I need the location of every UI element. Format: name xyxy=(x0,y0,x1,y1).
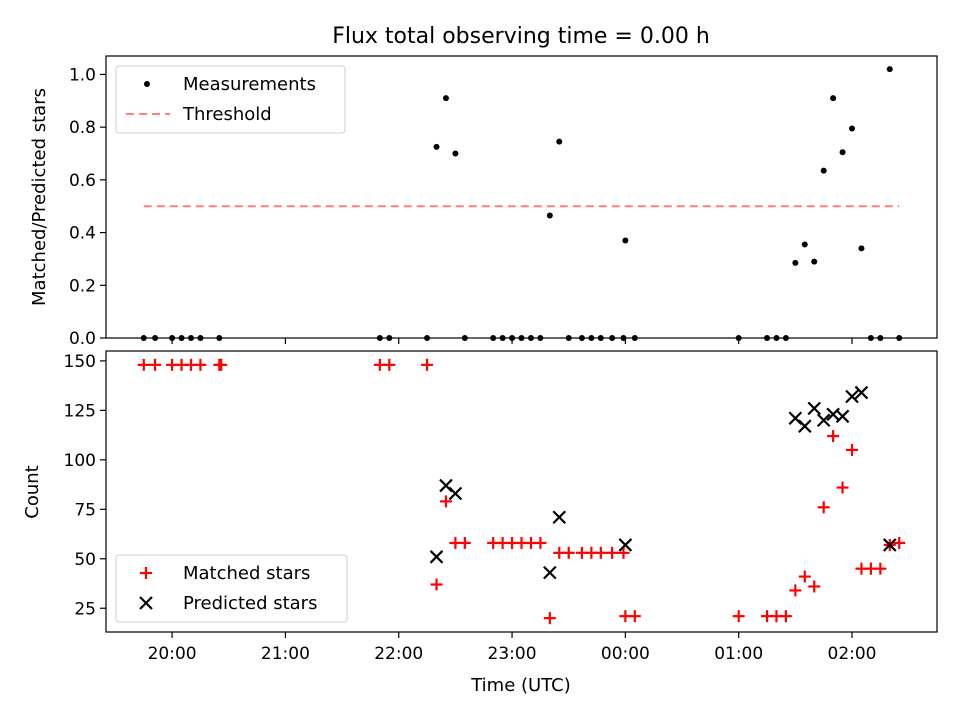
bottom-legend-box xyxy=(115,554,348,623)
bottom-legend: Matched stars Predicted stars xyxy=(115,554,348,623)
legend-measurements-marker xyxy=(144,81,150,87)
x-tick-label: 01:00 xyxy=(714,644,763,664)
measurement-point xyxy=(849,125,856,132)
y-tick-label: 125 xyxy=(64,401,96,421)
matched-star-point xyxy=(628,610,641,623)
matched-star-point xyxy=(617,546,630,559)
measurement-points xyxy=(140,66,903,341)
y-tick-label: 75 xyxy=(74,500,96,520)
bottom-panel: 25 50 75 100 125 150 20:00 21:00 22:00 23:00 00:0… xyxy=(22,350,938,696)
y-tick-label: 100 xyxy=(64,451,96,471)
measurement-point xyxy=(811,258,818,265)
measurement-point xyxy=(556,138,563,145)
matched-star-point xyxy=(789,584,802,597)
measurement-point xyxy=(622,237,629,244)
predicted-star-point xyxy=(618,538,633,552)
x-tick-label: 02:00 xyxy=(828,644,877,664)
top-panel: 0.0 0.2 0.4 0.6 0.8 1.0 Matched/Predicted sta… xyxy=(29,55,938,349)
matched-star-point xyxy=(421,358,434,371)
y-tick-label: 0.0 xyxy=(69,329,96,349)
y-tick-label: 0.4 xyxy=(69,224,96,244)
x-tick-label: 20:00 xyxy=(148,644,197,664)
x-tick-label: 22:00 xyxy=(374,644,423,664)
matched-star-point xyxy=(194,358,207,371)
predicted-star-point xyxy=(429,550,444,564)
measurement-point xyxy=(442,95,449,102)
matched-star-point xyxy=(430,578,443,591)
bottom-x-axis: 20:00 21:00 22:00 23:00 00:00 01:00 02:00 xyxy=(148,632,877,664)
matched-star-point xyxy=(534,536,547,549)
x-tick-label: 21:00 xyxy=(261,644,310,664)
matched-star-point xyxy=(732,610,745,623)
matched-star-point xyxy=(137,358,150,371)
y-tick-label: 25 xyxy=(74,599,96,619)
predicted-star-point xyxy=(448,486,463,501)
matched-star-point xyxy=(836,481,849,494)
measurement-point xyxy=(792,259,799,266)
predicted-star-point xyxy=(552,510,567,525)
matched-star-point xyxy=(562,546,575,559)
top-plot-frame xyxy=(105,55,938,339)
measurement-point xyxy=(858,245,865,252)
legend-matched-label: Matched stars xyxy=(183,563,310,584)
y-tick-label: 150 xyxy=(64,352,96,372)
predicted-star-point xyxy=(854,385,869,400)
measurement-point xyxy=(820,167,827,174)
measurement-point xyxy=(839,149,846,156)
bottom-y-axis-label: Count xyxy=(22,465,43,518)
measurement-point xyxy=(546,212,553,219)
legend-predicted-label: Predicted stars xyxy=(183,593,317,614)
legend-predicted-marker xyxy=(139,596,153,610)
predicted-star-point xyxy=(883,538,897,552)
matched-star-point xyxy=(808,580,821,593)
matched-star-point xyxy=(606,546,619,559)
matched-star-point xyxy=(817,501,830,514)
x-tick-label: 00:00 xyxy=(601,644,650,664)
measurement-point xyxy=(830,95,837,102)
matched-star-point xyxy=(458,536,471,549)
measurement-point xyxy=(886,66,893,73)
top-y-axis-label: Matched/Predicted stars xyxy=(29,88,50,306)
top-legend: Measurements Threshold xyxy=(115,65,346,134)
measurement-point xyxy=(801,241,808,248)
predicted-star-point xyxy=(798,419,812,433)
matched-star-point xyxy=(874,562,887,575)
measurement-point xyxy=(433,143,440,150)
measurement-point xyxy=(452,150,459,157)
matched-stars-points xyxy=(137,358,906,625)
matched-star-point xyxy=(215,358,228,371)
matched-star-point xyxy=(827,430,840,443)
matched-star-point xyxy=(439,495,452,508)
chart-title: Flux total observing time = 0.00 h xyxy=(332,24,710,49)
matched-star-point xyxy=(543,612,556,625)
matched-star-point xyxy=(893,536,906,549)
top-legend-box xyxy=(115,65,346,134)
matched-star-point xyxy=(149,358,162,371)
legend-matched-marker xyxy=(140,567,152,579)
top-y-axis: 0.0 0.2 0.4 0.6 0.8 1.0 xyxy=(69,65,106,349)
predicted-star-point xyxy=(807,401,822,416)
predicted-star-point xyxy=(816,413,831,428)
bottom-y-axis: 25 50 75 100 125 150 xyxy=(64,352,106,619)
y-tick-label: 50 xyxy=(74,550,96,570)
y-tick-label: 0.8 xyxy=(69,118,96,138)
predicted-stars-points xyxy=(429,385,897,580)
matched-star-point xyxy=(594,546,607,559)
predicted-star-point xyxy=(845,389,859,404)
matched-star-point xyxy=(798,570,811,583)
predicted-star-point xyxy=(543,565,557,580)
y-tick-label: 1.0 xyxy=(69,65,96,85)
y-tick-label: 0.6 xyxy=(69,171,96,191)
bottom-plot-frame xyxy=(105,350,938,633)
x-tick-label: 23:00 xyxy=(488,644,537,664)
y-tick-label: 0.2 xyxy=(69,276,96,296)
legend-threshold-label: Threshold xyxy=(182,104,272,125)
matched-star-point xyxy=(779,610,792,623)
predicted-star-point xyxy=(835,409,850,424)
matched-star-point xyxy=(846,443,859,456)
x-axis-label: Time (UTC) xyxy=(470,675,571,696)
matched-star-point xyxy=(383,358,396,371)
legend-measurements-label: Measurements xyxy=(183,74,316,95)
